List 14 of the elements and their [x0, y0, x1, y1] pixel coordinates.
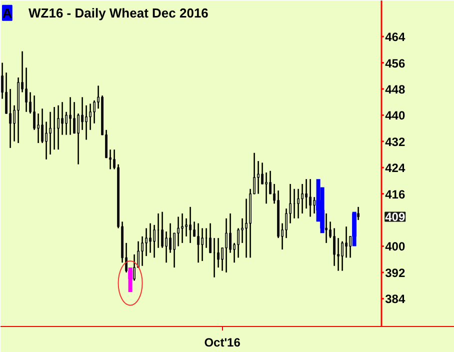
- x-tick-label: Oct'16: [204, 336, 241, 350]
- annotation: A: [2, 5, 12, 20]
- y-tick-label: 400: [385, 240, 406, 254]
- y-tick-label: 448: [385, 82, 406, 96]
- y-tick-label: 392: [385, 266, 406, 280]
- chart-title: WZ16 - Daily Wheat Dec 2016: [28, 5, 208, 20]
- y-tick-label: 440: [385, 108, 406, 123]
- y-tick-label: 464: [385, 30, 406, 44]
- text: 409: [385, 210, 406, 224]
- y-tick-label: 424: [385, 161, 406, 176]
- y-tick-label: 432: [385, 134, 406, 149]
- y-tick-label: 384: [385, 292, 406, 306]
- y-tick-label: 416: [385, 187, 406, 202]
- y-tick-label: 456: [385, 56, 406, 70]
